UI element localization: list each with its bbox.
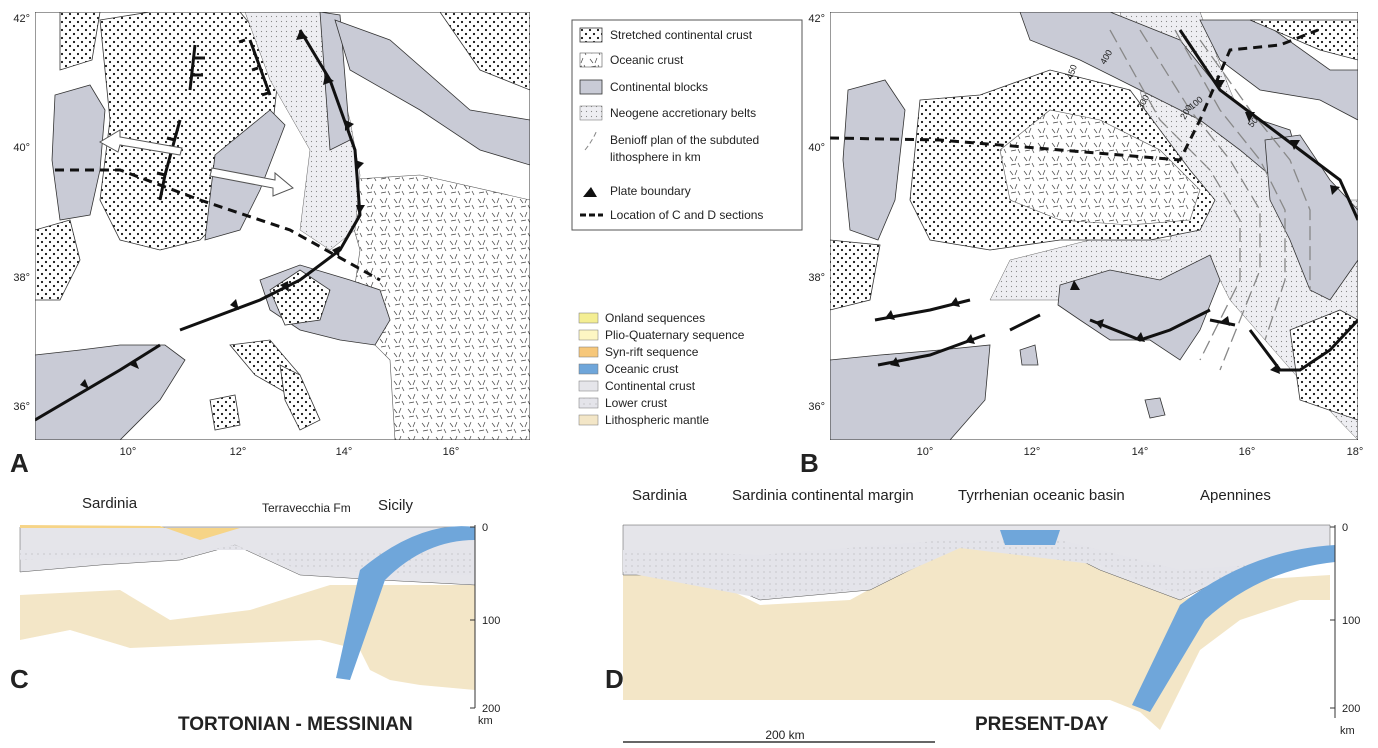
legend-text: Neogene accretionary belts bbox=[610, 106, 756, 120]
panel-label: A bbox=[10, 448, 29, 478]
legend-text: Oceanic crust bbox=[610, 53, 684, 67]
unit-legend bbox=[572, 20, 802, 230]
panel-label: B bbox=[800, 448, 819, 478]
legend-text: Location of C and D sections bbox=[610, 208, 763, 222]
place-label: Apennines bbox=[1200, 487, 1271, 504]
place-label: Sicily bbox=[378, 497, 414, 514]
lon-label: 16° bbox=[1239, 446, 1256, 458]
legend-text: Syn-rift sequence bbox=[605, 345, 699, 359]
lon-label: 10° bbox=[120, 446, 137, 458]
legend-text: Plio-Quaternary sequence bbox=[605, 328, 745, 342]
depth-label: 200 bbox=[1342, 703, 1360, 715]
panel-label: D bbox=[605, 664, 624, 694]
legend-text: Lower crust bbox=[605, 396, 668, 410]
section-c bbox=[20, 525, 475, 708]
legend-text: Oceanic crust bbox=[605, 362, 679, 376]
figure: 42° 40° 38° 36° 10° 12° 14° 16° A 42° 40… bbox=[0, 0, 1378, 748]
place-label: Terravecchia Fm bbox=[262, 501, 351, 515]
place-label: Sardinia bbox=[632, 487, 688, 504]
place-label: Sardinia bbox=[82, 495, 138, 512]
depth-label: 0 bbox=[1342, 522, 1348, 534]
depth-label: 200 bbox=[482, 703, 500, 715]
lon-label: 12° bbox=[1024, 446, 1041, 458]
legend-text: Lithospheric mantle bbox=[605, 413, 709, 427]
lat-label: 42° bbox=[808, 13, 825, 25]
lat-label: 36° bbox=[13, 401, 30, 413]
lat-label: 40° bbox=[13, 142, 30, 154]
legend-text: Continental crust bbox=[605, 379, 696, 393]
lon-label: 18° bbox=[1347, 446, 1364, 458]
depth-label: 0 bbox=[482, 522, 488, 534]
lat-label: 42° bbox=[13, 13, 30, 25]
lat-label: 40° bbox=[808, 142, 825, 154]
section-title: PRESENT-DAY bbox=[975, 714, 1109, 735]
section-title: TORTONIAN - MESSINIAN bbox=[178, 714, 413, 735]
depth-label: 100 bbox=[1342, 615, 1360, 627]
depth-label: 100 bbox=[482, 615, 500, 627]
legend-text: Onland sequences bbox=[605, 311, 705, 325]
depth-unit: km bbox=[478, 715, 493, 727]
scale-bar-label: 200 km bbox=[765, 728, 804, 742]
map-a bbox=[35, 12, 530, 440]
lat-label: 38° bbox=[13, 272, 30, 284]
lat-label: 38° bbox=[808, 272, 825, 284]
lon-label: 16° bbox=[443, 446, 460, 458]
legend-text: Benioff plan of the subduted bbox=[610, 133, 759, 147]
panel-label: C bbox=[10, 664, 29, 694]
section-d bbox=[623, 525, 1335, 742]
lat-label: 36° bbox=[808, 401, 825, 413]
place-label: Tyrrhenian oceanic basin bbox=[958, 487, 1125, 504]
section-legend bbox=[579, 313, 598, 425]
legend-text: lithosphere in km bbox=[610, 150, 701, 164]
legend-text: Stretched continental crust bbox=[610, 28, 753, 42]
legend-text: Continental blocks bbox=[610, 80, 708, 94]
lon-label: 14° bbox=[1132, 446, 1149, 458]
lon-label: 14° bbox=[336, 446, 353, 458]
place-label: Sardinia continental margin bbox=[732, 487, 914, 504]
legend-text: Plate boundary bbox=[610, 184, 691, 198]
map-b bbox=[830, 12, 1358, 440]
depth-unit: km bbox=[1340, 725, 1355, 737]
lon-label: 10° bbox=[917, 446, 934, 458]
lon-label: 12° bbox=[230, 446, 247, 458]
